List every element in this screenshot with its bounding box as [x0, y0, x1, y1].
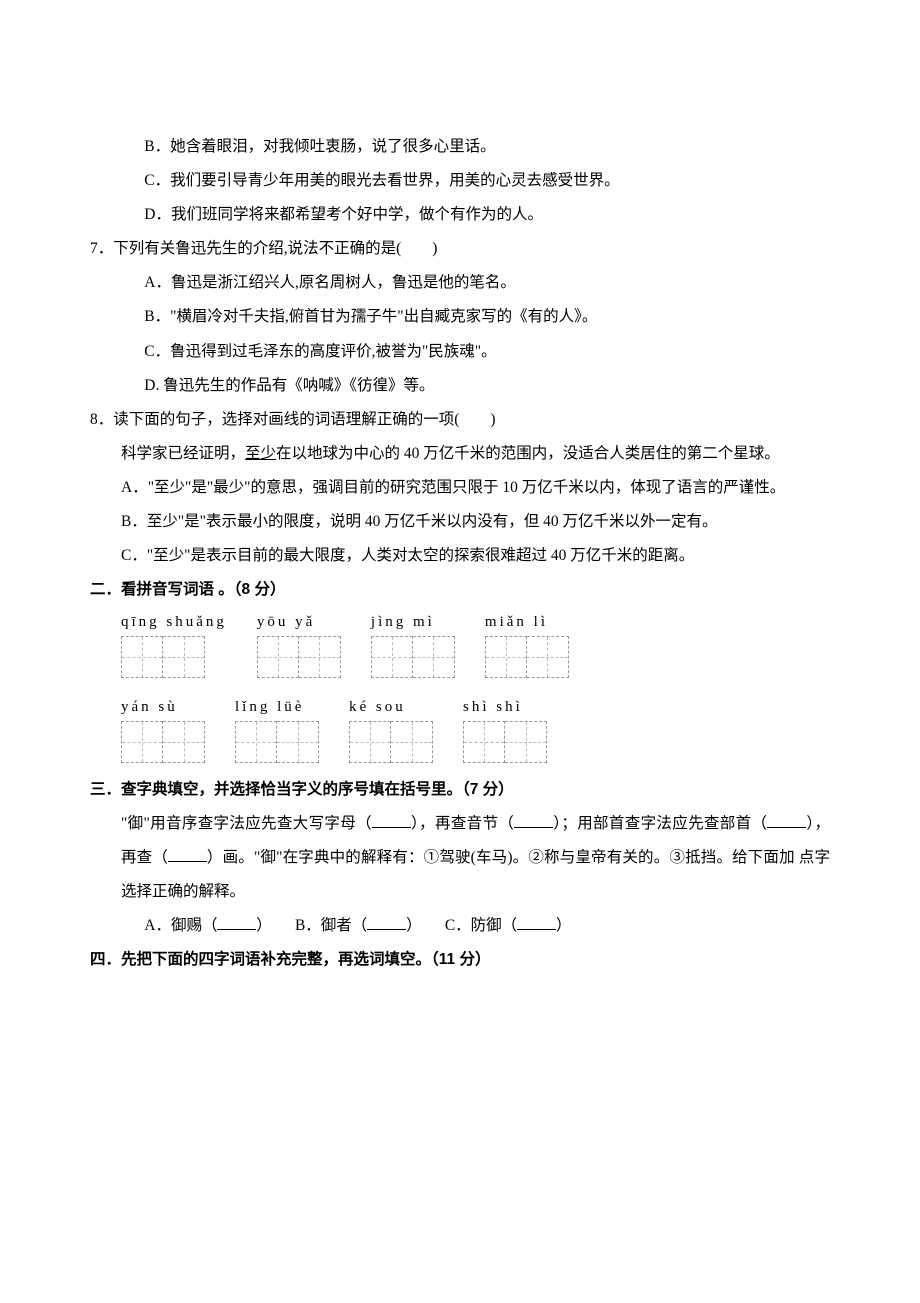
s3-b1b: ），再查音节（ [411, 815, 514, 832]
char-grid[interactable] [463, 721, 547, 763]
pinyin-block: yán sù [121, 697, 205, 763]
s3-b1a: "御"用音序查字法应先查大写字母（ [121, 815, 372, 832]
pinyin-row-1: qīng shuǎng yōu yǎ jìng mì miǎn lì [90, 612, 830, 678]
spacer [90, 763, 830, 773]
pinyin-label: shì shì [463, 697, 547, 718]
q8-underline: 至少 [245, 445, 276, 462]
char-grid[interactable] [257, 636, 341, 678]
char-grid[interactable] [485, 636, 569, 678]
pinyin-block: miǎn lì [485, 612, 569, 678]
section3-options: A．御赐（ ） B．御者（ ） C．防御（ ） [90, 909, 830, 943]
char-grid[interactable] [371, 636, 455, 678]
q8-body-pre: 科学家已经证明， [121, 445, 245, 462]
q7-C: C．鲁迅得到过毛泽东的高度评价,被誉为"民族魂"。 [90, 335, 830, 369]
q7-stem: 7．下列有关鲁迅先生的介绍,说法不正确的是( ) [90, 232, 830, 266]
pinyin-row-2: yán sù lǐng lüè ké sou shì shì [90, 697, 830, 763]
blank[interactable] [372, 811, 411, 828]
pinyin-block: lǐng lüè [235, 697, 319, 763]
q8-A: A．"至少"是"最少"的意思，强调目前的研究范围只限于 10 万亿千米以内，体现… [90, 471, 830, 505]
blank[interactable] [217, 913, 256, 930]
option-6C: C．我们要引导青少年用美的眼光去看世界，用美的心灵去感受世界。 [90, 164, 830, 198]
q8-stem: 8．读下面的句子，选择对画线的词语理解正确的一项( ) [90, 403, 830, 437]
q8-body-post: 在以地球为中心的 40 万亿千米的范围内，没适合人类居住的第二个星球。 [276, 445, 780, 462]
pinyin-block: jìng mì [371, 612, 455, 678]
page: B．她含着眼泪，对我倾吐衷肠，说了很多心里话。 C．我们要引导青少年用美的眼光去… [0, 0, 920, 1303]
pinyin-label: jìng mì [371, 612, 455, 633]
s3-optA2: ） [256, 917, 272, 934]
pinyin-block: ké sou [349, 697, 433, 763]
section4-title: 四．先把下面的四字词语补充完整，再选词填空。（11 分） [90, 943, 830, 977]
section3-body: "御"用音序查字法应先查大写字母（），再查音节（）；用部首查字法应先查部首（），… [90, 807, 830, 909]
blank[interactable] [514, 811, 553, 828]
s3-optB2: ） [406, 917, 422, 934]
spacer [90, 678, 830, 692]
s3-optA: A．御赐（ [144, 917, 217, 934]
blank[interactable] [517, 913, 556, 930]
q7-B: B．"横眉冷对千夫指,俯首甘为孺子牛"出自臧克家写的《有的人》。 [90, 300, 830, 334]
pinyin-block: qīng shuǎng [121, 612, 227, 678]
blank[interactable] [168, 845, 207, 862]
pinyin-block: yōu yǎ [257, 612, 341, 678]
pinyin-label: miǎn lì [485, 612, 569, 633]
q8-B: B．至少"是"表示最小的限度，说明 40 万亿千米以内没有，但 40 万亿千米以… [90, 505, 830, 539]
q8-C: C．"至少"是表示目前的最大限度，人类对太空的探索很难超过 40 万亿千米的距离… [90, 539, 830, 573]
section3-title: 三．查字典填空，并选择恰当字义的序号填在括号里。（7 分） [90, 773, 830, 807]
char-grid[interactable] [235, 721, 319, 763]
blank[interactable] [767, 811, 806, 828]
s3-b1c: ）；用部首查字法应先查部首（ [553, 815, 767, 832]
blank[interactable] [367, 913, 406, 930]
q7-A: A．鲁迅是浙江绍兴人,原名周树人，鲁迅是他的笔名。 [90, 266, 830, 300]
s3-optB: B．御者（ [295, 917, 367, 934]
s3-optC2: ） [556, 917, 572, 934]
pinyin-label: yán sù [121, 697, 205, 718]
s3-optC: C．防御（ [445, 917, 517, 934]
pinyin-label: qīng shuǎng [121, 612, 227, 633]
option-6D: D．我们班同学将来都希望考个好中学，做个有作为的人。 [90, 198, 830, 232]
q8-body: 科学家已经证明，至少在以地球为中心的 40 万亿千米的范围内，没适合人类居住的第… [90, 437, 830, 471]
s3-b1e: ）画。"御"在字典中的解释有：①驾驶(车马)。②称与皇帝有关的。③抵挡。给下面加… [121, 849, 830, 900]
pinyin-label: ké sou [349, 697, 433, 718]
char-grid[interactable] [121, 721, 205, 763]
char-grid[interactable] [121, 636, 227, 678]
pinyin-label: lǐng lüè [235, 697, 319, 718]
pinyin-label: yōu yǎ [257, 612, 341, 633]
section2-title: 二．看拼音写词语 。（8 分） [90, 573, 830, 607]
char-grid[interactable] [349, 721, 433, 763]
q7-D: D. 鲁迅先生的作品有《呐喊》《彷徨》等。 [90, 369, 830, 403]
pinyin-block: shì shì [463, 697, 547, 763]
option-6B: B．她含着眼泪，对我倾吐衷肠，说了很多心里话。 [90, 130, 830, 164]
